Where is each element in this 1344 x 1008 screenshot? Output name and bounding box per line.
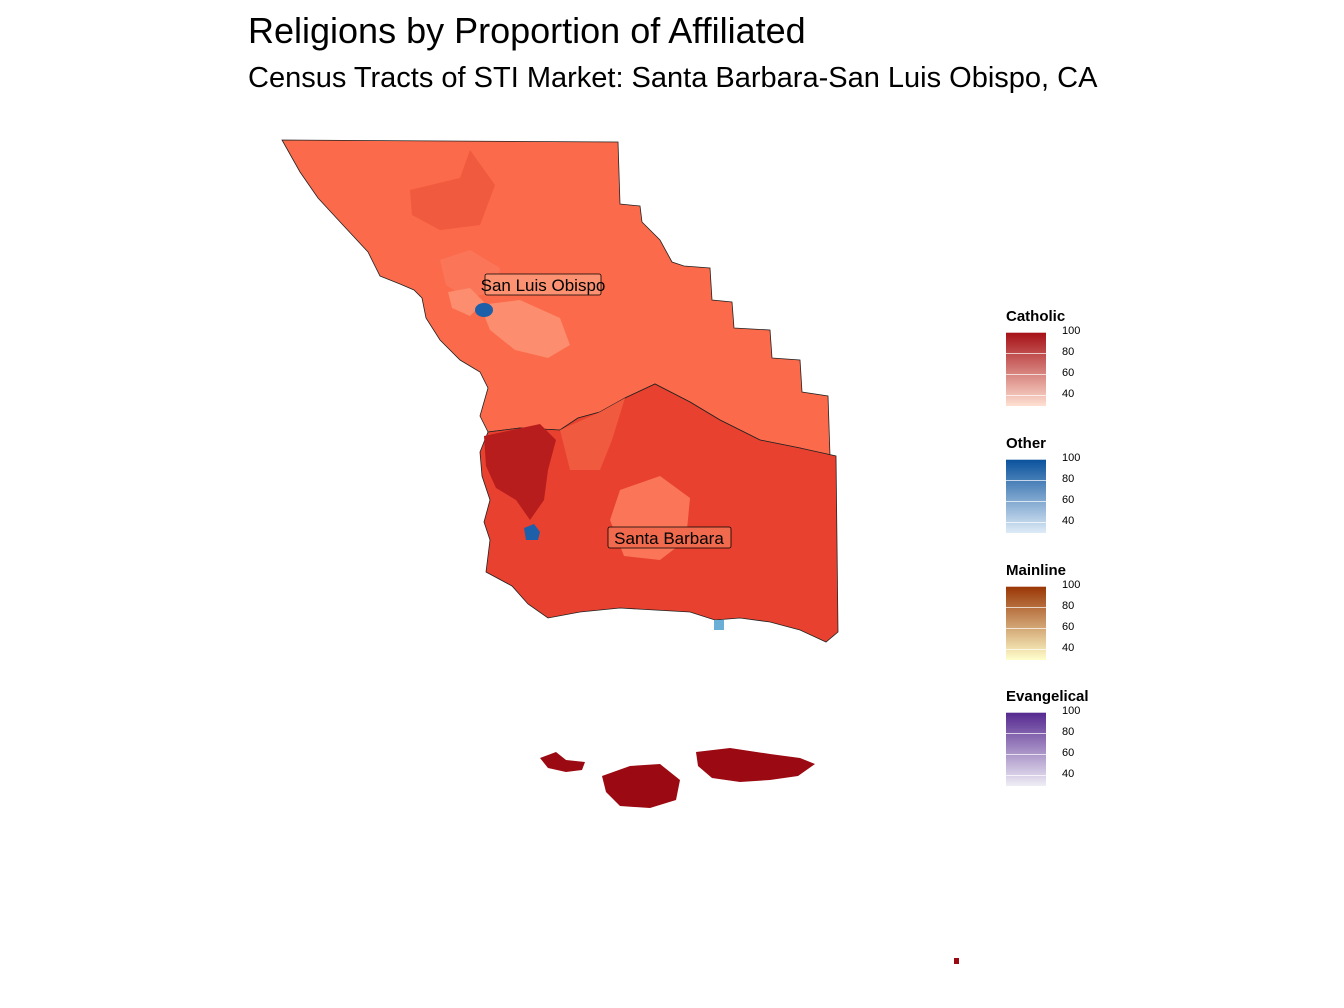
island xyxy=(602,764,680,808)
legend-tick-mark xyxy=(1006,775,1046,777)
map-subtitle: Census Tracts of STI Market: Santa Barba… xyxy=(248,62,1098,94)
legend-tick-label: 40 xyxy=(1062,515,1075,528)
legend-tick-mark xyxy=(1006,607,1046,609)
legend-tick-mark xyxy=(1006,332,1046,333)
legend-title: Evangelical xyxy=(1006,688,1089,705)
slo-tract xyxy=(448,288,484,316)
san-luis-obispo-county xyxy=(281,139,831,457)
slo-tract xyxy=(410,150,495,230)
legend-tick-label: 80 xyxy=(1062,473,1075,486)
map-label-sb: Santa Barbara xyxy=(607,526,732,549)
legend-catholic: Catholic 100 80 60 40 xyxy=(1006,308,1106,418)
legend-tick-label: 100 xyxy=(1062,325,1081,337)
legend-tick-mark xyxy=(1006,586,1046,587)
map-title: Religions by Proportion of Affiliated xyxy=(248,10,806,51)
legend-tick-mark xyxy=(1006,501,1046,503)
legend-tick-mark xyxy=(1006,374,1046,376)
legend-tick-label: 60 xyxy=(1062,494,1075,507)
legend-tick-label: 100 xyxy=(1062,452,1081,464)
legend-tick-label: 100 xyxy=(1062,705,1081,717)
legend-title: Mainline xyxy=(1006,562,1067,579)
svg-text:San Luis Obispo: San Luis Obispo xyxy=(481,276,606,295)
island xyxy=(540,752,585,772)
legend-tick-mark xyxy=(1006,649,1046,651)
legend-tick-mark xyxy=(1006,395,1046,397)
legend-tick-label: 40 xyxy=(1062,388,1075,401)
map-label-slo: San Luis Obispo xyxy=(481,273,606,296)
legend-tick-label: 80 xyxy=(1062,726,1075,739)
other-tract xyxy=(524,524,540,540)
slo-tract xyxy=(480,300,570,358)
other-tract xyxy=(714,620,724,630)
legend-color-bar xyxy=(1006,586,1046,660)
legend-color-bar xyxy=(1006,459,1046,533)
legend-tick-label: 40 xyxy=(1062,768,1075,781)
legend-tick-label: 60 xyxy=(1062,367,1075,380)
island xyxy=(696,748,815,782)
legend-color-bar xyxy=(1006,712,1046,786)
legend-tick-mark xyxy=(1006,353,1046,355)
legend-title: Other xyxy=(1006,435,1047,452)
legend-tick-label: 100 xyxy=(1062,579,1081,591)
legend-mainline: Mainline 100 80 60 40 xyxy=(1006,562,1106,672)
legend-tick-mark xyxy=(1006,522,1046,524)
svg-text:Santa Barbara: Santa Barbara xyxy=(614,529,724,548)
island xyxy=(954,958,959,964)
legend-tick-mark xyxy=(1006,754,1046,756)
legend-tick-mark xyxy=(1006,628,1046,630)
legend-tick-label: 80 xyxy=(1062,346,1075,359)
legend-tick-mark xyxy=(1006,712,1046,713)
legend-title: Catholic xyxy=(1006,308,1066,325)
legend-tick-mark xyxy=(1006,459,1046,460)
legend-tick-mark xyxy=(1006,480,1046,482)
legend-evangelical: Evangelical 100 80 60 40 xyxy=(1006,688,1106,798)
legend-tick-label: 60 xyxy=(1062,621,1075,634)
legend-tick-label: 80 xyxy=(1062,600,1075,613)
legend-tick-label: 40 xyxy=(1062,642,1075,655)
sb-tract xyxy=(484,424,556,520)
sb-tract xyxy=(560,398,625,470)
legend-tick-label: 60 xyxy=(1062,747,1075,760)
legend-color-bar xyxy=(1006,332,1046,406)
legend-other: Other 100 80 60 40 xyxy=(1006,435,1106,545)
legend-tick-mark xyxy=(1006,733,1046,735)
other-tract xyxy=(475,303,493,317)
